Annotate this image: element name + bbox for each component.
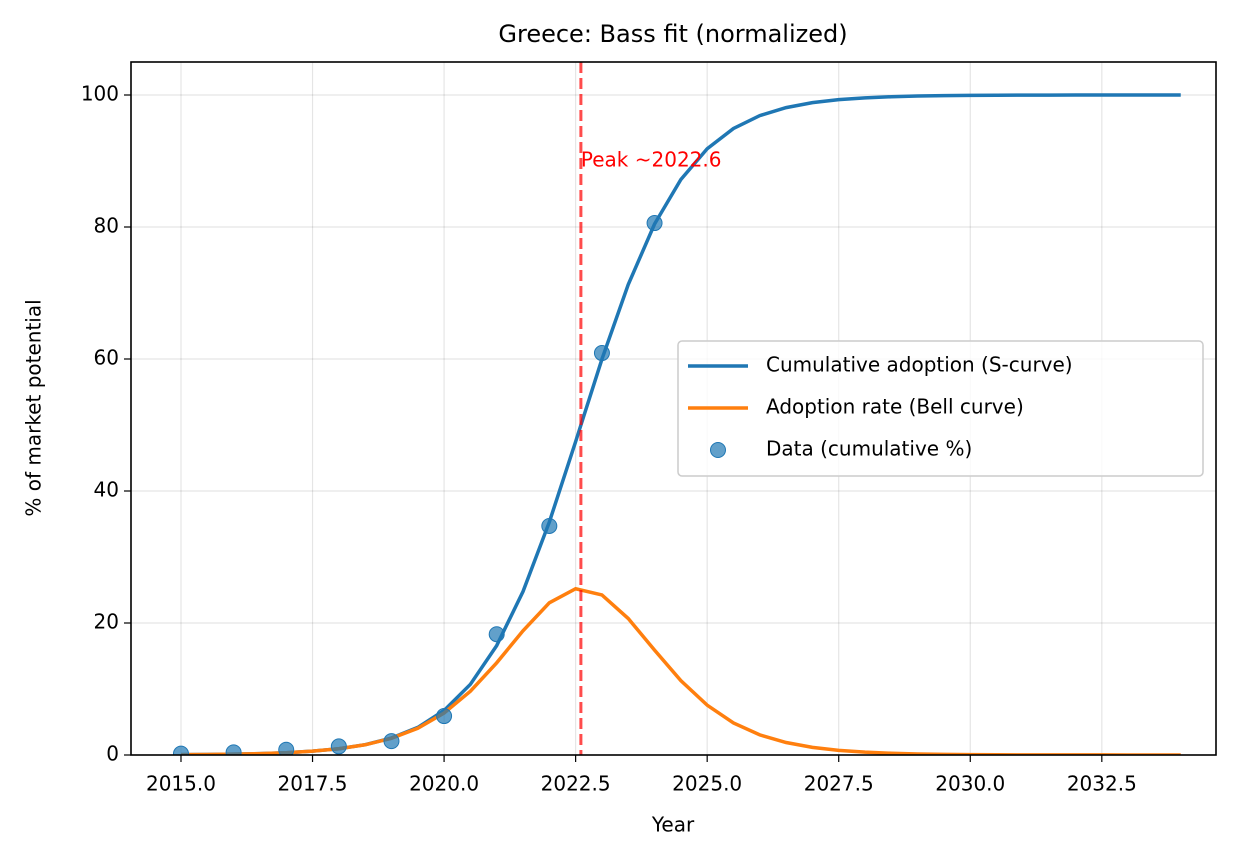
data-point <box>541 517 558 534</box>
x-axis-label: Year <box>651 813 695 837</box>
data-point <box>225 744 242 755</box>
data-point <box>593 345 610 362</box>
x-tick-label: 2030.0 <box>935 772 1005 796</box>
data-point <box>646 215 663 232</box>
y-tick-label: 0 <box>106 742 119 766</box>
legend-label: Adoption rate (Bell curve) <box>766 395 1024 419</box>
data-point <box>383 733 400 750</box>
legend-box <box>677 340 1204 477</box>
peak-annotation: Peak ~2022.6 <box>581 148 722 172</box>
y-tick-label: 40 <box>94 478 119 502</box>
data-point <box>278 741 295 755</box>
x-tick-label: 2032.5 <box>1067 772 1137 796</box>
data-point <box>330 738 347 755</box>
y-axis-label: % of market potential <box>22 299 46 516</box>
data-point <box>488 626 505 643</box>
x-tick-label: 2025.0 <box>672 772 742 796</box>
data-point <box>172 745 189 755</box>
x-tick-label: 2015.0 <box>146 772 216 796</box>
legend-label: Data (cumulative %) <box>766 437 972 461</box>
x-tick-label: 2027.5 <box>804 772 874 796</box>
x-tick-label: 2020.0 <box>409 772 479 796</box>
x-tick-label: 2017.5 <box>278 772 348 796</box>
x-tick-label: 2022.5 <box>541 772 611 796</box>
legend-label: Cumulative adoption (S-curve) <box>766 353 1073 377</box>
curve <box>180 586 1181 755</box>
y-tick-label: 100 <box>81 82 119 106</box>
plot-frame <box>130 61 1217 756</box>
y-tick-label: 60 <box>94 346 119 370</box>
data-point <box>436 708 453 725</box>
legend-marker <box>710 442 726 458</box>
y-tick-label: 20 <box>94 610 119 634</box>
y-tick-label: 80 <box>94 214 119 238</box>
chart-title: Greece: Bass fit (normalized) <box>498 20 847 48</box>
